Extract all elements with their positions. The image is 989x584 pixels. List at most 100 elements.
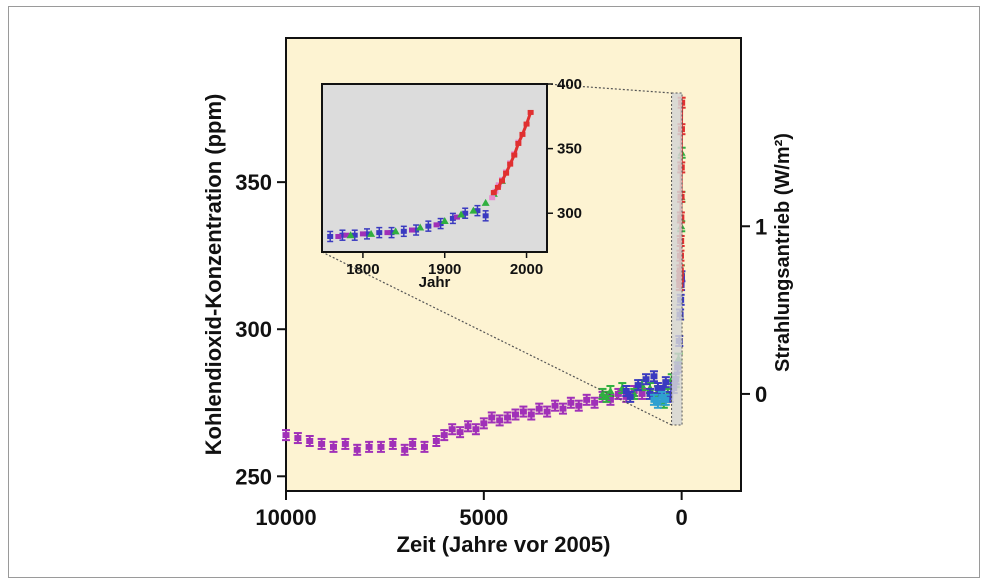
data-point <box>329 443 337 450</box>
data-point <box>384 230 391 236</box>
data-point <box>527 411 535 418</box>
data-point <box>488 414 496 421</box>
inset-y-tick-label: 350 <box>557 141 582 158</box>
data-point <box>591 399 599 406</box>
y-tick-label: 250 <box>235 464 272 489</box>
data-point <box>335 233 342 239</box>
right-tick-label: 0 <box>755 382 767 407</box>
data-point <box>519 408 527 415</box>
inset-axes: 1800 1900 2000 300 350 400 <box>346 76 582 278</box>
data-point <box>409 227 415 233</box>
inset-x-tick-label: 1900 <box>428 261 461 278</box>
inset-x-tick-label: 1800 <box>346 261 379 278</box>
data-point <box>543 408 551 415</box>
y-tick-label: 350 <box>235 170 272 195</box>
data-point <box>341 440 349 447</box>
data-point <box>433 222 440 228</box>
y-axis-title-left: Kohlendioxid-Konzentration (ppm) <box>201 94 226 456</box>
data-point <box>440 432 448 439</box>
data-point <box>346 231 355 239</box>
data-point <box>626 393 634 400</box>
data-point <box>535 405 543 412</box>
inset-data-marks <box>327 109 534 243</box>
data-point <box>353 446 361 453</box>
zoom-connector-top <box>546 83 672 94</box>
data-point <box>425 223 432 229</box>
main-axes: 250 300 350 10000 5000 0 0 1 <box>235 170 767 530</box>
data-point <box>339 232 346 238</box>
data-point <box>306 437 314 444</box>
data-point <box>666 393 674 400</box>
data-point <box>359 231 366 237</box>
data-point <box>464 423 472 430</box>
data-point <box>377 443 385 450</box>
data-point <box>401 446 409 453</box>
data-point <box>294 435 302 442</box>
data-point <box>327 233 334 239</box>
data-point <box>481 198 490 206</box>
figure-frame: 250 300 350 10000 5000 0 0 1 1800 1900 2000 300 350… <box>8 6 980 578</box>
data-point <box>480 420 488 427</box>
data-point <box>364 231 370 237</box>
data-point <box>482 213 489 219</box>
data-point <box>440 216 449 224</box>
data-point <box>351 232 358 238</box>
data-point <box>598 389 607 397</box>
data-point <box>389 440 397 447</box>
inset-instrumental-line <box>492 111 533 194</box>
data-point <box>448 426 456 433</box>
inset-y-tick-label: 400 <box>557 76 582 93</box>
data-point <box>420 443 428 450</box>
y-tick-label: 300 <box>235 317 272 342</box>
data-point <box>658 393 666 400</box>
zoom-connector-bottom <box>321 251 672 426</box>
data-point <box>606 386 615 394</box>
data-point <box>662 379 670 386</box>
main-series-3 <box>649 390 670 409</box>
data-point <box>391 227 400 235</box>
data-point <box>282 432 290 439</box>
data-point <box>504 414 512 421</box>
co2-chart: 250 300 350 10000 5000 0 0 1 1800 1900 2000 300 350… <box>201 37 794 557</box>
data-point <box>583 396 591 403</box>
data-point <box>511 411 519 418</box>
inset-y-tick-label: 300 <box>557 205 582 222</box>
x-tick-label: 10000 <box>255 505 316 530</box>
data-point <box>469 206 478 214</box>
data-point <box>575 402 583 409</box>
data-point <box>365 443 373 450</box>
data-point <box>416 223 425 231</box>
data-point <box>343 232 350 238</box>
data-point <box>650 396 658 403</box>
data-point <box>662 396 670 403</box>
data-point <box>449 215 456 221</box>
data-point <box>318 440 326 447</box>
data-point <box>638 390 646 397</box>
data-point <box>567 399 575 406</box>
data-point <box>388 230 395 236</box>
x-tick-label: 0 <box>676 505 688 530</box>
data-point <box>456 429 464 436</box>
data-point <box>496 417 504 424</box>
data-point <box>376 230 383 236</box>
data-point <box>551 402 559 409</box>
data-point <box>457 210 466 218</box>
inset-x-tick-label: 2000 <box>510 261 543 278</box>
inset-series-2 <box>346 176 506 239</box>
data-point <box>472 426 480 433</box>
data-point <box>454 214 460 220</box>
zoom-region-box <box>671 92 683 426</box>
data-point <box>650 373 658 380</box>
data-point <box>654 385 662 392</box>
data-point <box>409 440 417 447</box>
x-axis-title: Zeit (Jahre vor 2005) <box>397 532 611 557</box>
inset-x-axis-title: Jahr <box>419 274 451 291</box>
data-point <box>634 382 642 389</box>
data-point <box>642 376 650 383</box>
data-point <box>367 229 376 237</box>
inset-series-0 <box>327 204 489 243</box>
data-point <box>462 210 469 216</box>
y-axis-title-right: Strahlungsantrieb (W/m²) <box>772 133 794 372</box>
inset-series-1 <box>335 214 460 239</box>
data-point <box>432 437 440 444</box>
